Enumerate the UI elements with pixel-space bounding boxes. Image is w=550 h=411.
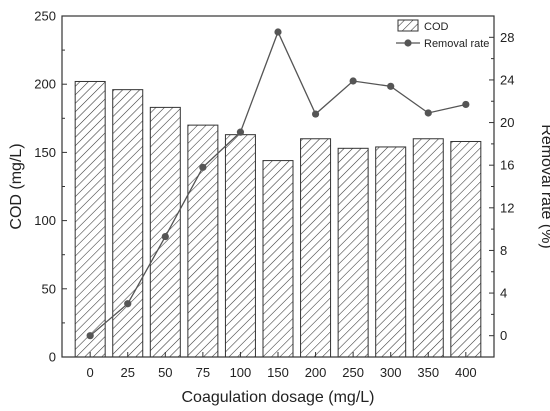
y-axis-title: COD (mg/L) <box>8 143 25 229</box>
cod-bar <box>112 89 144 358</box>
removal-rate-point <box>199 163 207 171</box>
removal-rate-point <box>236 128 245 136</box>
y-tick-label: 150 <box>34 145 56 160</box>
removal-rate-point <box>274 28 282 36</box>
cod-bar <box>187 124 219 358</box>
x-tick-label: 250 <box>342 365 364 380</box>
removal-rate-point <box>349 77 357 85</box>
removal-rate-line-layer <box>86 28 470 340</box>
x-tick-label: 150 <box>267 365 289 380</box>
y-tick-label: 50 <box>42 281 56 296</box>
cod-bar <box>450 140 482 358</box>
x-tick-label: 100 <box>230 365 252 380</box>
x-axis-title: Coagulation dosage (mg/L) <box>181 389 374 406</box>
y2-tick-label: 28 <box>500 30 514 45</box>
x-tick-label: 200 <box>305 365 327 380</box>
y2-tick-label: 16 <box>500 158 514 173</box>
y2-axis-title: Removal rate (%) <box>538 124 550 248</box>
x-tick-label: 0 <box>87 365 94 380</box>
legend-label-cod: COD <box>424 21 449 33</box>
y2-tick-label: 24 <box>500 72 514 87</box>
removal-rate-point <box>311 110 320 118</box>
x-tick-label: 25 <box>121 365 135 380</box>
y-tick-label: 0 <box>49 350 56 365</box>
removal-rate-point <box>424 109 432 117</box>
y-tick-label: 250 <box>34 9 56 24</box>
x-tick-label: 400 <box>455 365 477 380</box>
legend-label-removal: Removal rate <box>424 38 489 50</box>
y-tick-label: 200 <box>34 77 56 92</box>
axes-layer: 0 50 100 150 200 250 0 4 8 12 16 20 24 28 0 25 50 75 100 15… <box>34 9 514 381</box>
y2-tick-label: 8 <box>500 243 507 258</box>
legend-swatch-cod <box>397 19 419 32</box>
cod-bar <box>74 80 106 358</box>
cod-bar <box>224 134 256 358</box>
legend: COD Removal rate <box>396 19 489 50</box>
x-tick-label: 75 <box>196 365 210 380</box>
cod-bar <box>337 147 369 358</box>
y2-tick-label: 20 <box>500 115 514 130</box>
y2-tick-label: 4 <box>500 286 507 301</box>
cod-bar <box>375 146 407 358</box>
x-tick-label: 300 <box>380 365 402 380</box>
cod-bar <box>149 106 181 358</box>
legend-marker-removal <box>404 39 412 47</box>
y-tick-label: 100 <box>34 213 56 228</box>
x-tick-label: 350 <box>417 365 439 380</box>
x-tick-label: 50 <box>158 365 172 380</box>
removal-rate-point <box>86 332 94 340</box>
cod-bar <box>300 138 332 358</box>
cod-bar <box>412 138 444 358</box>
removal-rate-point <box>161 232 169 241</box>
bars-layer <box>74 80 482 358</box>
removal-rate-point <box>124 300 132 308</box>
cod-bar <box>262 160 294 358</box>
y2-tick-label: 0 <box>500 328 507 343</box>
removal-rate-point <box>387 82 395 90</box>
removal-rate-point <box>462 100 470 109</box>
y2-tick-label: 12 <box>500 200 514 215</box>
